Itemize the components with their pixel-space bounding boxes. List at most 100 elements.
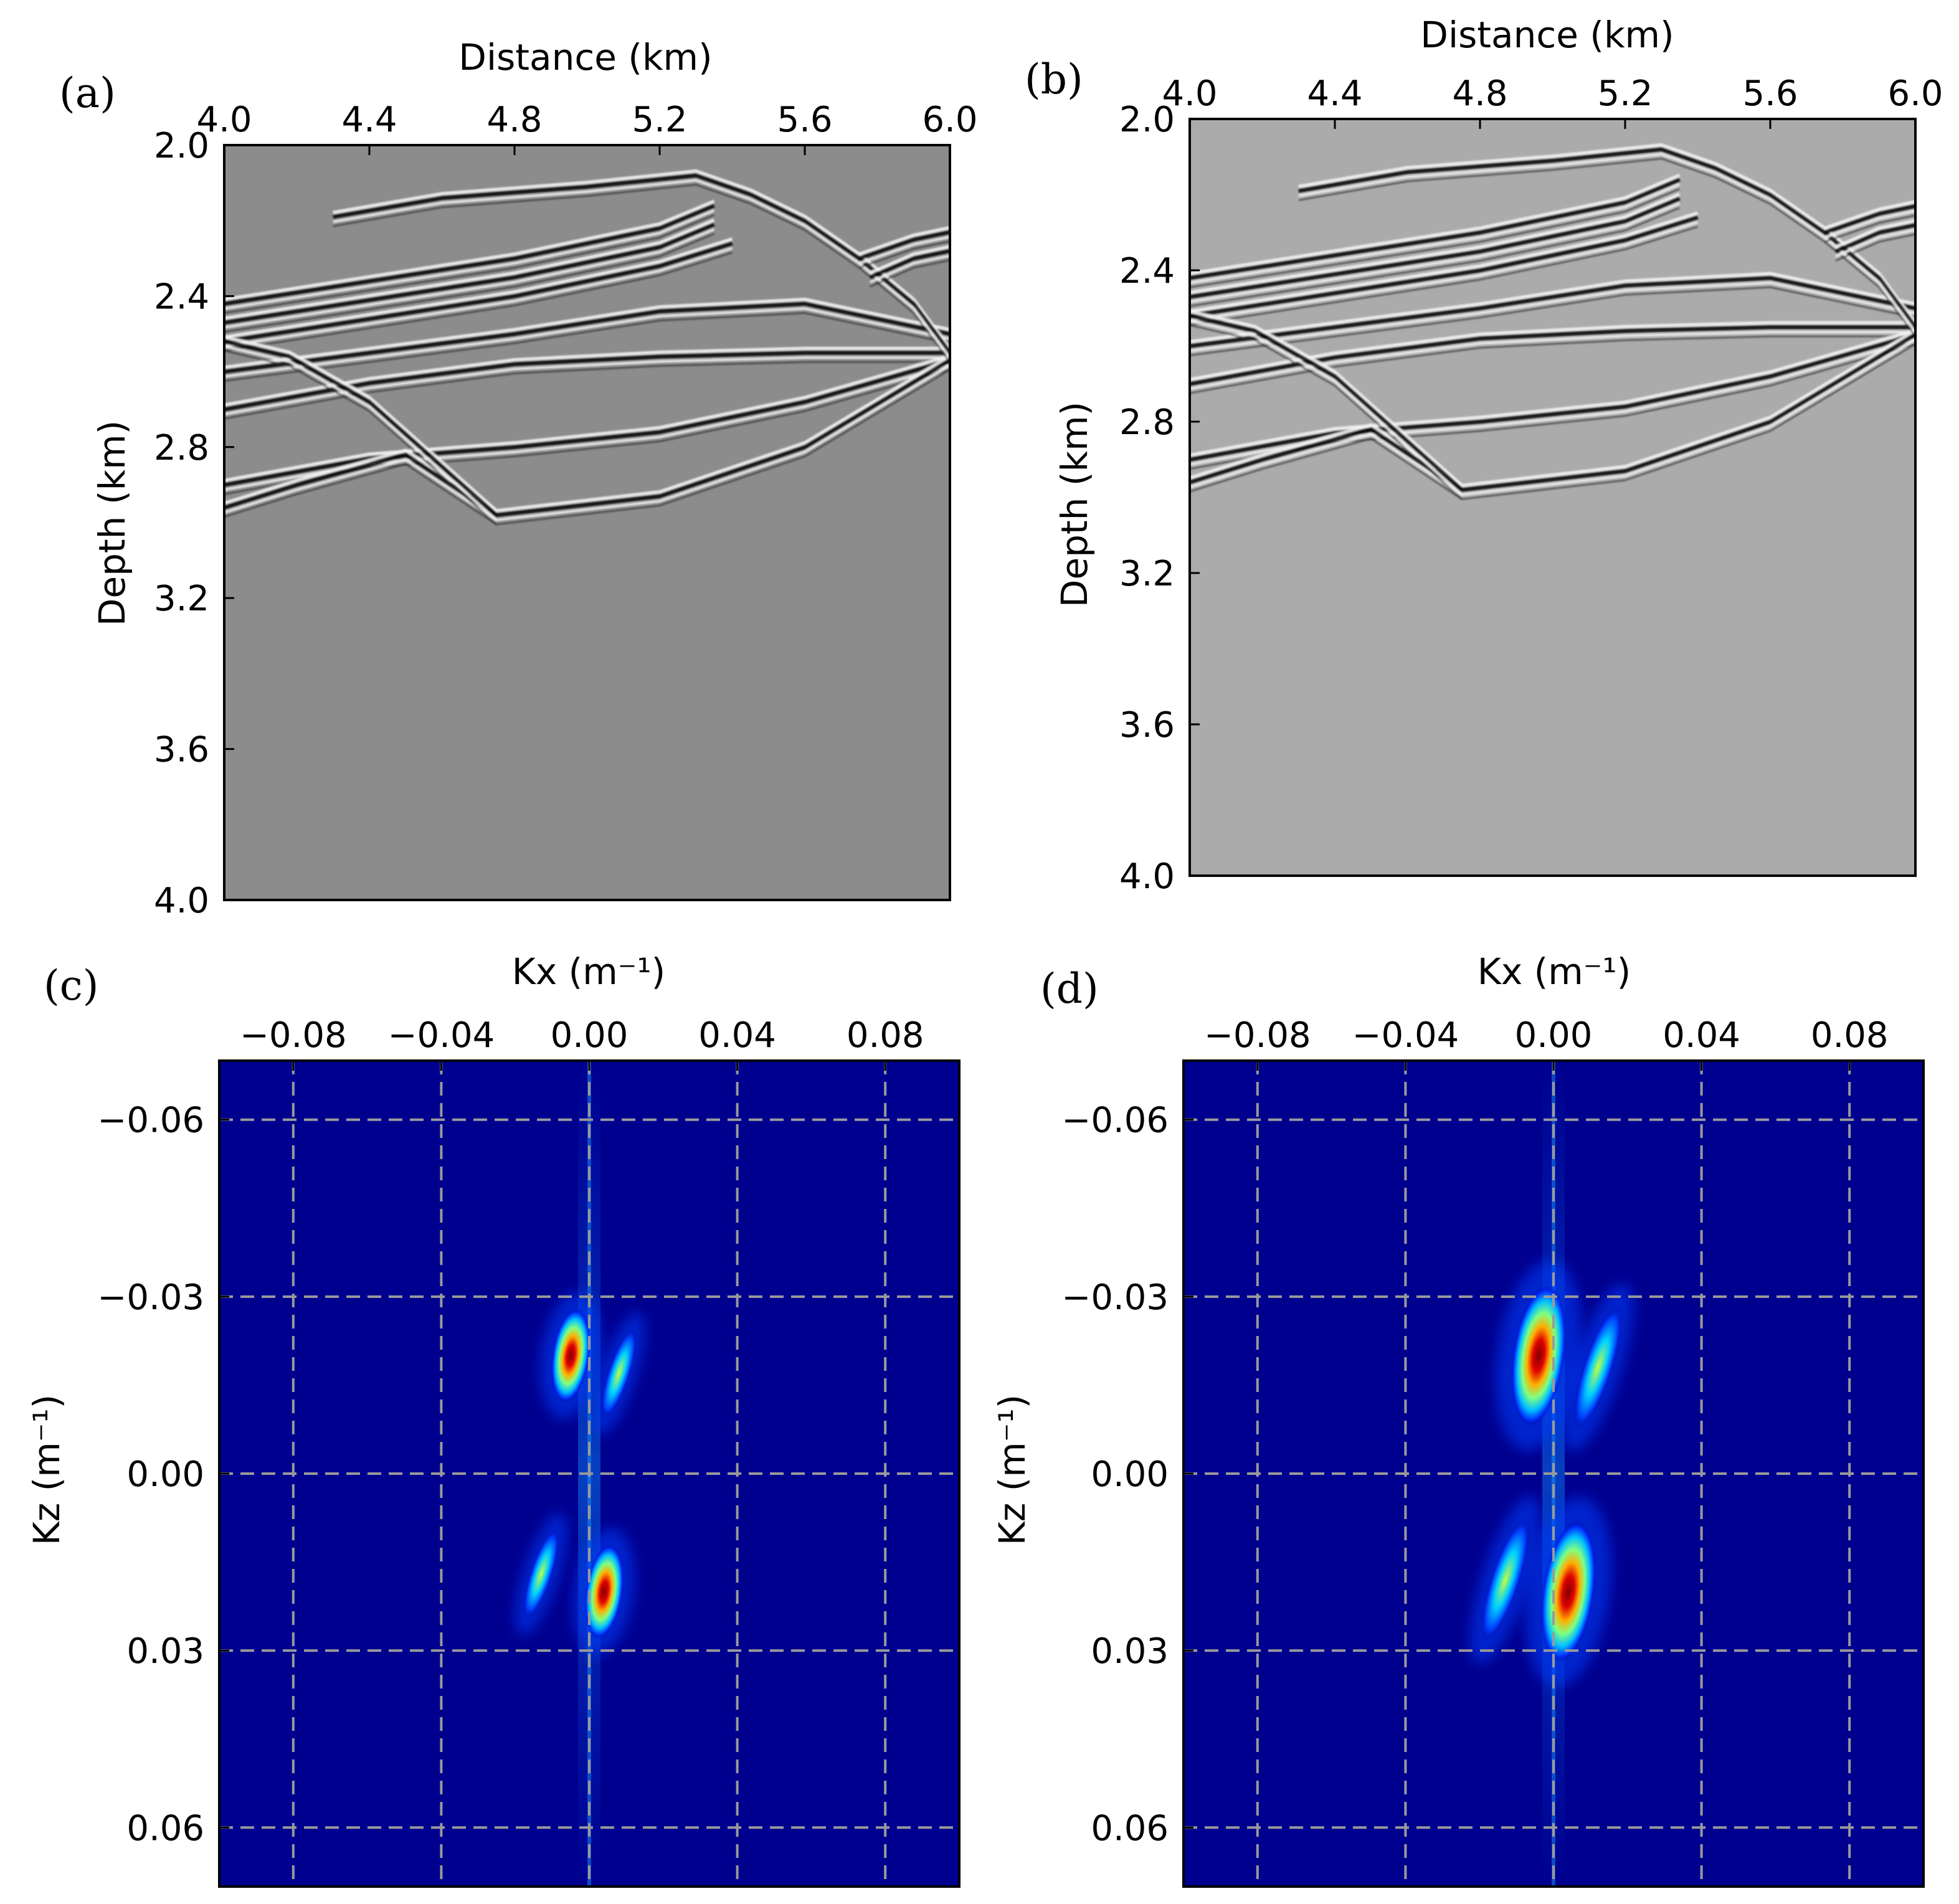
reflector-6-line <box>224 358 950 487</box>
xtick-label-1: −0.04 <box>388 1015 495 1056</box>
reflector-4-line <box>224 298 950 369</box>
ytick-label-2: 2.8 <box>154 428 209 468</box>
reflector-11-line <box>870 254 950 283</box>
xtick-label-3: 5.2 <box>1597 73 1653 114</box>
reflector-11-line <box>869 249 950 280</box>
reflector-10-line <box>1824 209 1915 239</box>
reflector-6-line <box>224 354 950 482</box>
xtick-label-2: 4.8 <box>486 100 542 140</box>
reflector-10-line <box>1824 214 1915 243</box>
reflector-4-line <box>224 301 950 374</box>
reflector-3-line <box>224 252 733 352</box>
panel-a-yticks: 2.0 2.4 2.8 3.2 3.6 4.0 <box>154 126 234 921</box>
xtick-label-1: −0.04 <box>1352 1015 1459 1056</box>
ytick-label-4: 3.6 <box>1119 705 1175 746</box>
reflector-10-line <box>858 240 950 269</box>
spectrum-blob-3 <box>523 1528 559 1619</box>
panel-c-xlabel: Kx (m⁻¹) <box>512 950 665 993</box>
reflector-11-line <box>870 259 950 288</box>
xtick-label-5: 6.0 <box>1887 73 1943 114</box>
reflector-3-line <box>224 237 733 339</box>
panel-c-ylabel: Kz (m⁻¹) <box>26 1395 68 1546</box>
reflector-8-line <box>224 339 498 517</box>
reflector-0-line <box>1298 143 1717 188</box>
panel-a-label: (a) <box>59 69 116 117</box>
xtick-label-4: 0.08 <box>1811 1015 1889 1056</box>
panel-d: (d) Kx (m⁻¹) Kz (m⁻¹) −0.08 −0.04 0.00 0.04… <box>991 950 1925 1888</box>
panel-a: (a) Distance (km) Depth (km) 4.0 4.4 4.8 5.… <box>59 36 978 921</box>
reflector-11-line <box>1834 219 1915 249</box>
ytick-label-0: −0.06 <box>1061 1101 1169 1141</box>
ytick-label-0: 2.0 <box>154 126 209 166</box>
reflector-3-line <box>1190 211 1699 313</box>
reflector-11-line <box>1834 222 1915 253</box>
panel-d-xlabel: Kx (m⁻¹) <box>1478 950 1631 993</box>
reflector-1-line <box>224 199 715 301</box>
reflector-3-line <box>1190 225 1698 326</box>
reflector-2-line <box>224 228 715 329</box>
xtick-label-5: 6.0 <box>922 100 977 140</box>
reflector-1-line <box>224 209 715 310</box>
reflector-2-line <box>224 222 715 325</box>
panel-b-label: (b) <box>1025 55 1083 103</box>
ytick-label-4: 0.06 <box>1091 1808 1169 1849</box>
reflector-0-line <box>333 184 751 227</box>
ytick-label-0: 2.0 <box>1119 100 1175 140</box>
reflector-6-line <box>1190 332 1915 462</box>
reflector-1-line <box>1190 187 1680 288</box>
reflector-11-line <box>869 245 950 275</box>
xtick-label-3: 0.04 <box>1663 1015 1740 1056</box>
reflector-0-line <box>1298 147 1717 193</box>
reflector-1-line <box>1190 177 1681 280</box>
panel-a-plot <box>223 144 951 901</box>
reflector-0-line <box>333 169 751 214</box>
panel-a-image <box>224 145 950 900</box>
reflector-2-line <box>1190 192 1681 294</box>
xtick-label-3: 0.04 <box>698 1015 776 1056</box>
reflector-11-line <box>1835 233 1915 262</box>
panel-b-yticks: 2.0 2.4 2.8 3.2 3.6 4.0 <box>1119 100 1200 897</box>
reflector-10-line <box>858 235 950 265</box>
panel-d-plot <box>1182 1059 1925 1888</box>
reflector-1-line <box>224 203 715 306</box>
reflector-2-line <box>1190 207 1680 307</box>
ytick-label-3: 3.2 <box>154 579 209 619</box>
ytick-label-4: 3.6 <box>154 730 209 770</box>
xtick-label-1: 4.4 <box>341 100 397 140</box>
reflector-8-line <box>1190 310 1463 487</box>
reflector-8-line <box>1190 319 1463 496</box>
reflector-4-line <box>1190 286 1915 356</box>
spectrum-blob-2 <box>1573 1305 1623 1429</box>
panel-b-frame <box>1188 118 1917 877</box>
ytick-label-1: 2.4 <box>154 277 209 317</box>
xtick-label-2: 0.00 <box>551 1015 628 1056</box>
ytick-label-4: 0.06 <box>126 1808 204 1849</box>
spectrum-blob-1 <box>584 1545 624 1639</box>
panel-c-grid <box>219 1061 959 1887</box>
panel-b: (b) Distance (km) Depth (km) 4.0 4.4 4.8 5.… <box>1025 14 1943 897</box>
ytick-label-1: 2.4 <box>1119 251 1175 291</box>
ytick-label-5: 4.0 <box>1119 856 1175 897</box>
panel-a-frame <box>223 144 951 901</box>
panel-c-yticks: −0.06 −0.03 0.00 0.03 0.06 <box>97 1101 229 1849</box>
xtick-label-2: 4.8 <box>1452 73 1507 114</box>
ytick-label-1: −0.03 <box>1061 1277 1169 1318</box>
panel-c-label: (c) <box>44 962 98 1010</box>
ytick-label-2: 0.00 <box>1091 1454 1169 1495</box>
panel-a-xlabel: Distance (km) <box>458 36 712 78</box>
reflector-10-line <box>858 225 950 256</box>
xtick-label-4: 0.08 <box>847 1015 924 1056</box>
reflector-4-line <box>224 307 950 378</box>
reflector-11-line <box>1835 229 1915 258</box>
panel-b-ylabel: Depth (km) <box>1053 402 1096 607</box>
ytick-label-5: 4.0 <box>154 881 209 921</box>
reflector-10-line <box>1824 200 1915 230</box>
xtick-label-0: −0.08 <box>240 1015 347 1056</box>
panel-b-plot <box>1188 118 1917 877</box>
reflector-10-line <box>858 229 950 261</box>
xtick-label-1: 4.4 <box>1307 73 1362 114</box>
reflector-8-line <box>224 335 498 512</box>
reflector-8-line <box>224 349 497 526</box>
reflector-0-line <box>333 173 751 219</box>
